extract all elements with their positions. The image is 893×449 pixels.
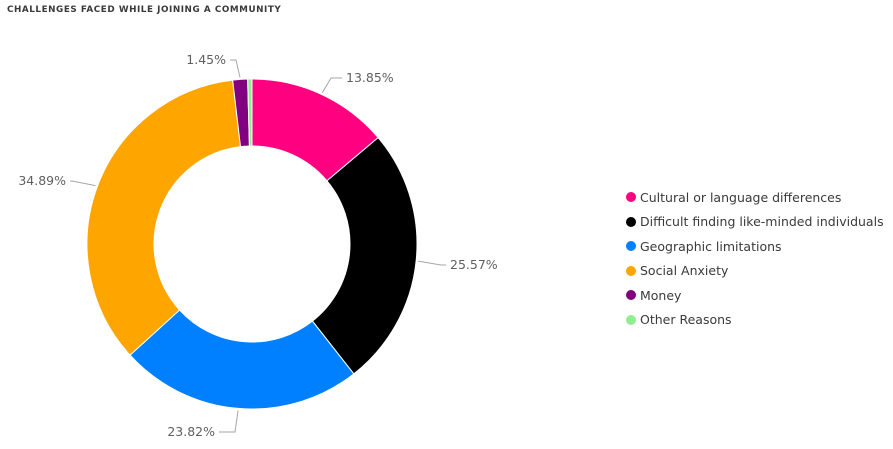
legend-label: Social Anxiety [640, 263, 729, 279]
chart-legend: Cultural or language differences Difficul… [626, 185, 884, 332]
legend-label: Money [640, 287, 682, 303]
legend-item-other-reasons[interactable]: Other Reasons [626, 308, 884, 333]
legend-swatch [626, 241, 636, 252]
legend-item-difficult-finding-like-minded-individuals[interactable]: Difficult finding like-minded individual… [626, 210, 884, 235]
slice-geographic-limitations[interactable] [129, 309, 355, 410]
data-label-geographic-limitations: 23.82% [167, 424, 215, 439]
legend-label: Difficult finding like-minded individual… [640, 214, 884, 230]
leader-line-geographic-limitations [219, 410, 239, 433]
legend-label: Other Reasons [640, 312, 732, 328]
data-label-difficult-finding-like-minded-individuals: 25.57% [450, 257, 498, 272]
data-label-social-anxiety: 34.89% [18, 173, 66, 188]
slice-social-anxiety[interactable] [86, 79, 242, 356]
legend-label: Cultural or language differences [640, 189, 842, 205]
slice-difficult-finding-like-minded-individuals[interactable] [311, 136, 418, 375]
legend-swatch [626, 290, 636, 301]
legend-swatch [626, 216, 636, 227]
legend-item-geographic-limitations[interactable]: Geographic limitations [626, 234, 884, 259]
legend-item-social-anxiety[interactable]: Social Anxiety [626, 259, 884, 284]
chart-title: CHALLENGES FACED WHILE JOINING A COMMUNI… [7, 5, 282, 15]
leader-line-social-anxiety [70, 180, 96, 187]
legend-item-money[interactable]: Money [626, 283, 884, 308]
data-label-money: 1.45% [186, 52, 226, 67]
leader-line-money [230, 59, 241, 78]
legend-item-cultural-or-language-differences[interactable]: Cultural or language differences [626, 185, 884, 210]
leader-line-cultural-or-language-differences [321, 77, 342, 93]
data-label-cultural-or-language-differences: 13.85% [346, 70, 394, 85]
slice-other-reasons[interactable] [247, 78, 253, 147]
legend-swatch [626, 314, 636, 325]
legend-swatch [626, 265, 636, 276]
legend-label: Geographic limitations [640, 238, 782, 254]
legend-swatch [626, 192, 636, 203]
leader-line-difficult-finding-like-minded-individuals [418, 260, 446, 266]
